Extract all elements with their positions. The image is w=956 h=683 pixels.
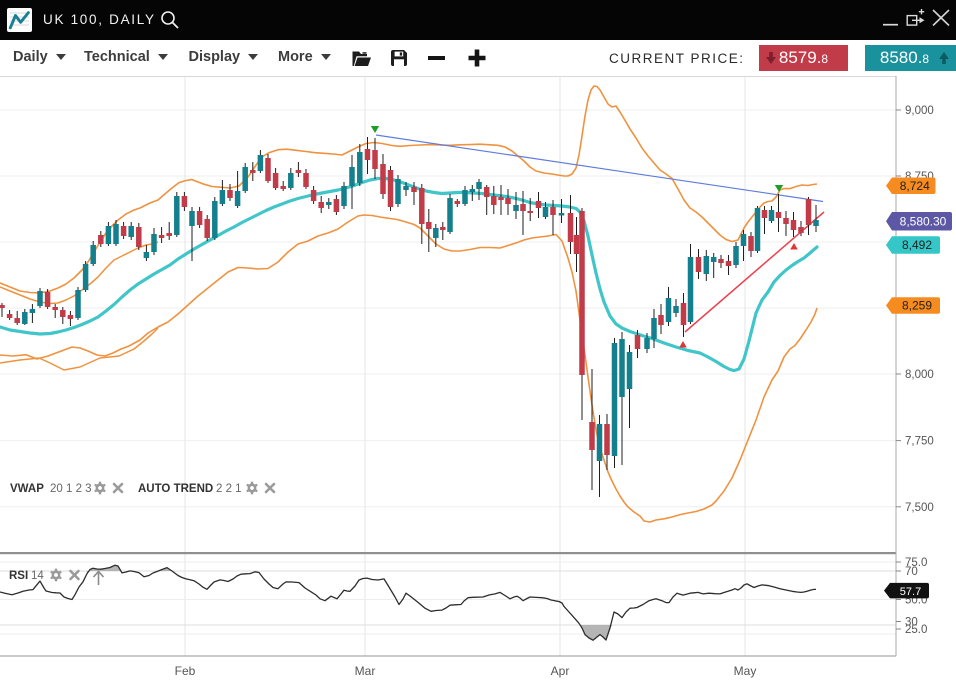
svg-text:8,492: 8,492 bbox=[902, 238, 932, 252]
svg-text:8,000: 8,000 bbox=[905, 369, 934, 381]
svg-text:20 1 2 3: 20 1 2 3 bbox=[50, 483, 92, 495]
svg-text:Mar: Mar bbox=[355, 664, 376, 678]
svg-text:RSI: RSI bbox=[9, 570, 28, 582]
svg-text:7,500: 7,500 bbox=[905, 502, 934, 514]
svg-text:AUTO TREND: AUTO TREND bbox=[138, 483, 213, 495]
svg-text:30: 30 bbox=[905, 617, 918, 629]
svg-text:VWAP: VWAP bbox=[10, 483, 44, 495]
svg-text:8,724: 8,724 bbox=[900, 179, 930, 193]
svg-text:57.7: 57.7 bbox=[900, 586, 921, 598]
svg-text:May: May bbox=[734, 664, 757, 678]
svg-text:7,750: 7,750 bbox=[905, 436, 934, 448]
svg-text:2 2 1: 2 2 1 bbox=[216, 483, 242, 495]
svg-text:9,000: 9,000 bbox=[905, 105, 934, 117]
svg-text:Feb: Feb bbox=[175, 664, 196, 678]
svg-text:75.0: 75.0 bbox=[905, 557, 927, 569]
svg-text:70: 70 bbox=[905, 566, 918, 578]
svg-text:25.0: 25.0 bbox=[905, 624, 927, 636]
svg-text:14: 14 bbox=[31, 570, 44, 582]
svg-text:8,259: 8,259 bbox=[902, 299, 932, 313]
svg-text:8,580.30: 8,580.30 bbox=[900, 214, 947, 228]
svg-text:Apr: Apr bbox=[551, 664, 570, 678]
